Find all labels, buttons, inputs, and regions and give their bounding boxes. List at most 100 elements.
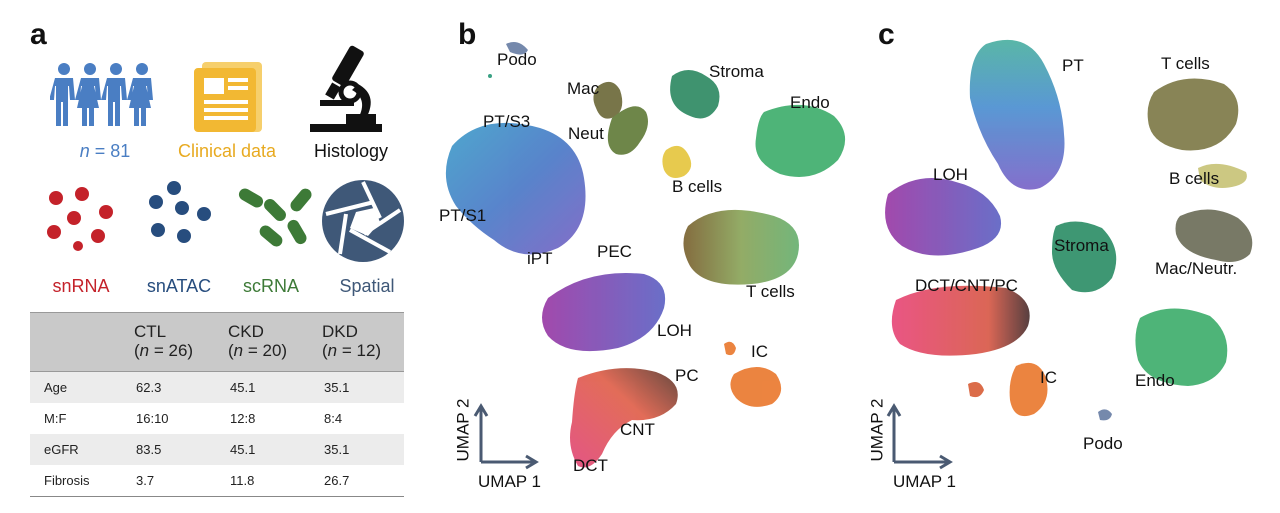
label-b-mac: Mac xyxy=(567,79,600,98)
label-c-loh: LOH xyxy=(933,165,968,184)
row-label: Age xyxy=(30,371,122,403)
cell-ctl: 16:10 xyxy=(136,411,169,426)
table-row: Age 62.3 45.1 35.1 xyxy=(30,371,404,403)
clinical-data-icon xyxy=(194,62,262,132)
table-header-row: CTL (n = 26) CKD (n = 20) DKD (n = 12) xyxy=(30,312,404,372)
label-c-endo: Endo xyxy=(1135,371,1175,390)
table-header-ckd: CKD (n = 20) xyxy=(216,312,310,372)
label-c-macneutr: Mac/Neutr. xyxy=(1155,259,1238,278)
cluster-endo-b xyxy=(755,104,846,177)
aperture-icon xyxy=(322,180,404,262)
umap-c-clusters xyxy=(885,39,1253,421)
snrna-icon xyxy=(47,187,113,251)
cell-dkd: 8:4 xyxy=(324,411,343,426)
cluster-podo-c xyxy=(1098,409,1112,421)
label-b-loh: LOH xyxy=(657,321,692,340)
panel-label-a: a xyxy=(30,18,47,51)
cluster-tcells-c xyxy=(1147,78,1239,151)
label-b-pts1: PT/S1 xyxy=(439,206,487,225)
umap-b-axis-x-label: UMAP 1 xyxy=(478,472,541,491)
scrna-icon xyxy=(238,188,312,247)
label-b-bcells: B cells xyxy=(672,177,723,196)
clinical-data-label: Clinical data xyxy=(177,141,277,161)
label-b-pc: PC xyxy=(675,366,699,385)
cell-ctl: 3.7 xyxy=(122,465,216,497)
snatac-label: snATAC xyxy=(146,276,212,296)
snrna-label: snRNA xyxy=(52,276,110,296)
cluster-stroma-c xyxy=(1052,221,1117,293)
umap-c-axis-y-label: UMAP 2 xyxy=(867,398,887,462)
label-b-pec: PEC xyxy=(597,242,632,261)
cluster-ic-c xyxy=(1009,362,1048,417)
table-header-dkd: DKD (n = 12) xyxy=(310,312,404,372)
cluster-pt-b xyxy=(445,122,586,255)
cluster-macneutr-c xyxy=(1175,209,1253,262)
label-b-neut: Neut xyxy=(568,124,604,143)
table-row: eGFR 83.5 45.1 35.1 xyxy=(30,434,404,465)
cluster-ic-c-small xyxy=(968,382,984,398)
label-b-ipt: iPT xyxy=(527,249,553,268)
label-b-dct: DCT xyxy=(573,456,608,475)
cluster-bcells-c xyxy=(1198,163,1247,188)
umap-c-axes xyxy=(886,403,953,470)
cluster-podo-b xyxy=(506,42,528,55)
cluster-ic-b-small xyxy=(724,341,736,356)
table-header-empty xyxy=(30,312,122,372)
label-c-stroma: Stroma xyxy=(1054,236,1109,255)
label-b-tcells: T cells xyxy=(746,282,795,301)
cluster-neut-b xyxy=(607,106,648,155)
people-label: n = 81 xyxy=(79,141,131,161)
label-c-pt: PT xyxy=(1062,56,1084,75)
cell-ckd: 45.1 xyxy=(216,434,310,465)
microscope-icon xyxy=(310,45,382,132)
cluster-podo-b-dot xyxy=(488,74,492,78)
cell-dkd: 26.7 xyxy=(310,465,404,497)
cluster-endo-c xyxy=(1135,308,1228,386)
umap-b-axis-y-label: UMAP 2 xyxy=(453,398,473,462)
row-label: M:F xyxy=(44,411,67,426)
label-c-dctcntpc: DCT/CNT/PC xyxy=(915,276,1018,295)
panel-label-c: c xyxy=(878,18,895,51)
umap-b-axes xyxy=(473,403,539,470)
cluster-loh-b xyxy=(542,273,666,352)
cluster-loh-c xyxy=(885,178,1002,256)
cluster-dct-b xyxy=(570,368,678,468)
label-b-pts3: PT/S3 xyxy=(483,112,531,131)
label-b-podo: Podo xyxy=(497,50,537,69)
label-b-cnt: CNT xyxy=(620,420,655,439)
label-b-ic: IC xyxy=(751,342,768,361)
label-c-podo: Podo xyxy=(1083,434,1123,453)
cluster-dctcntpc-c xyxy=(891,285,1030,356)
cluster-bcells-b xyxy=(662,145,692,178)
row-label: Fibrosis xyxy=(30,465,122,497)
label-c-tcells: T cells xyxy=(1161,54,1210,73)
cluster-mac-b xyxy=(593,81,623,119)
umap-c-axis-x-label: UMAP 1 xyxy=(893,472,956,491)
cluster-stroma-b xyxy=(670,70,720,119)
cohort-table: CTL (n = 26) CKD (n = 20) DKD (n = 12) Age … xyxy=(30,312,404,497)
scrna-label: scRNA xyxy=(242,276,299,296)
table-row: Fibrosis 3.7 11.8 26.7 xyxy=(30,465,404,497)
label-c-bcells: B cells xyxy=(1169,169,1220,188)
label-b-endo: Endo xyxy=(790,93,830,112)
panel-label-b: b xyxy=(458,18,477,51)
row-label: eGFR xyxy=(30,434,122,465)
cell-ctl: 62.3 xyxy=(122,371,216,403)
table-row: M:F 16:10 12:8 8:4 xyxy=(30,403,404,434)
cluster-tcells-b xyxy=(683,209,799,285)
people-icon xyxy=(50,63,153,126)
cell-ckd: 11.8 xyxy=(216,465,310,497)
cell-ckd: 45.1 xyxy=(216,371,310,403)
cluster-ic-b xyxy=(730,367,782,407)
histology-label: Histology xyxy=(313,141,389,161)
snatac-icon xyxy=(149,181,211,243)
label-b-stroma: Stroma xyxy=(709,62,764,81)
cell-dkd: 35.1 xyxy=(310,434,404,465)
umap-b-clusters xyxy=(445,42,846,468)
cluster-pt-c xyxy=(969,39,1065,190)
cell-dkd: 35.1 xyxy=(310,371,404,403)
cell-ckd: 12:8 xyxy=(230,411,256,426)
label-c-ic: IC xyxy=(1040,368,1057,387)
spatial-label: Spatial xyxy=(339,276,395,296)
